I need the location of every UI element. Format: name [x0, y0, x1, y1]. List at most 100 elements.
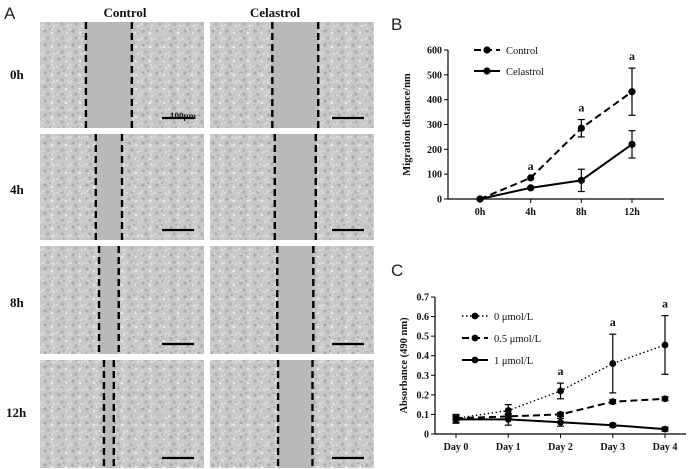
- data-point: [628, 140, 636, 148]
- tile-celastrol-12h: [210, 360, 374, 468]
- data-point: [557, 411, 564, 418]
- legend-marker: [471, 334, 479, 342]
- legend-marker: [471, 356, 479, 364]
- wound-gap-control-4h: [95, 134, 122, 240]
- row-label-0h: 0h: [10, 67, 25, 82]
- y-tick-label: 100: [427, 170, 442, 181]
- x-tick-label: 0h: [475, 207, 486, 218]
- tile-celastrol-8h: [210, 246, 374, 354]
- wound-gap-celastrol-12h: [278, 360, 313, 468]
- data-point: [609, 421, 617, 429]
- y-axis-title: Migration distance/nm: [402, 73, 413, 176]
- significance-label: a: [558, 364, 564, 378]
- x-tick-label: Day 1: [496, 442, 521, 453]
- panel-a-microscopy: A Control Celastrol 0h 4h 8h 12h 100μm: [4, 4, 374, 468]
- data-point: [476, 195, 484, 203]
- data-point: [661, 395, 669, 403]
- microscopy-tiles: [40, 22, 374, 468]
- series-celastrol: [476, 130, 636, 203]
- legend-label: Celastrol: [506, 67, 544, 78]
- series-line: [455, 344, 666, 420]
- data-point: [628, 88, 636, 96]
- series-line: [479, 143, 633, 200]
- tile-texture-control-12h: [40, 360, 204, 468]
- significance-label: a: [528, 159, 534, 173]
- data-point: [577, 124, 585, 132]
- wound-gap-celastrol-0h: [272, 22, 319, 128]
- wound-gap-celastrol-4h: [274, 134, 316, 240]
- data-point: [504, 407, 512, 414]
- tile-control-12h: [40, 360, 204, 468]
- y-tick-label: 600: [427, 46, 442, 57]
- data-point: [452, 415, 460, 423]
- data-point: [527, 174, 535, 182]
- tile-control-0h: [40, 22, 204, 128]
- column-header-control: Control: [103, 5, 146, 20]
- wound-gap-celastrol-8h: [277, 246, 314, 354]
- significance-label: a: [629, 49, 635, 63]
- y-tick-label: 0.6: [417, 312, 430, 323]
- panel-b-label: B: [391, 15, 402, 34]
- series-1-mol-l: [452, 412, 669, 433]
- x-tick-label: Day 4: [653, 442, 678, 453]
- y-tick-label: 0.4: [417, 351, 430, 362]
- wound-gap-control-12h: [103, 360, 114, 468]
- y-tick-label: 0.7: [417, 293, 430, 304]
- tile-control-4h: [40, 134, 204, 240]
- wound-gap-control-0h: [85, 22, 132, 128]
- data-point: [504, 415, 512, 423]
- series-line: [479, 90, 633, 200]
- tile-control-8h: [40, 246, 204, 354]
- row-label-4h: 4h: [10, 182, 25, 197]
- panel-c-label: C: [391, 261, 403, 280]
- x-tick-label: Day 3: [600, 442, 625, 453]
- legend-label: 0.5 μmol/L: [494, 334, 541, 345]
- legend-marker: [483, 67, 491, 75]
- y-tick-label: 300: [427, 120, 442, 131]
- data-point: [661, 341, 669, 349]
- y-tick-label: 0: [424, 430, 429, 441]
- y-tick-label: 0: [437, 195, 442, 206]
- row-label-12h: 12h: [6, 405, 27, 420]
- row-label-8h: 8h: [10, 295, 25, 310]
- tile-texture-control-8h: [40, 246, 204, 354]
- data-point: [661, 425, 669, 433]
- legend-label: 0 μmol/L: [494, 312, 533, 323]
- significance-label: a: [662, 297, 668, 311]
- y-axis-title: Absorbance (490 nm): [399, 317, 410, 414]
- panel-c-absorbance-chart: C 0 0.1 0.2 0.3 0.4 0.5 0.6 0.7 Day 0 Day 1 Day 2 D…: [391, 261, 686, 453]
- x-tick-label: Day 2: [548, 442, 573, 453]
- scale-bar-label: 100μm: [170, 111, 197, 121]
- significance-label: a: [610, 315, 616, 329]
- data-point: [557, 418, 564, 426]
- y-tick-label: 200: [427, 145, 442, 156]
- wound-gap-control-8h: [99, 246, 119, 354]
- data-point: [557, 387, 564, 395]
- y-tick-label: 400: [427, 95, 442, 106]
- legend-label: 1 μmol/L: [494, 356, 533, 367]
- data-point: [609, 398, 617, 406]
- y-tick-label: 0.3: [417, 371, 430, 382]
- tile-celastrol-4h: [210, 134, 374, 240]
- chart-b: 0 100 200 300 400 500 600 0h 4h 8h 12h Migration di…: [402, 46, 664, 218]
- panel-b-migration-chart: B 0 100 200 300 400 500 600 0h 4h 8h 12h Migration …: [391, 15, 664, 218]
- y-tick-label: 500: [427, 70, 442, 81]
- legend-marker: [471, 312, 479, 320]
- column-header-celastrol: Celastrol: [250, 5, 301, 20]
- legend-marker: [483, 46, 491, 54]
- legend-label: Control: [506, 46, 538, 57]
- series-control: [476, 67, 636, 203]
- panel-a-label: A: [4, 4, 16, 23]
- data-point: [527, 184, 535, 192]
- data-point: [577, 176, 585, 184]
- x-tick-label: Day 0: [444, 442, 469, 453]
- y-tick-label: 0.2: [417, 390, 430, 401]
- significance-label: a: [578, 101, 584, 115]
- tile-celastrol-0h: [210, 22, 374, 128]
- x-tick-label: 12h: [624, 207, 640, 218]
- chart-c: 0 0.1 0.2 0.3 0.4 0.5 0.6 0.7 Day 0 Day 1 Day 2 Day…: [399, 293, 686, 453]
- x-tick-label: 4h: [525, 207, 536, 218]
- x-tick-label: 8h: [576, 207, 587, 218]
- y-tick-label: 0.5: [417, 332, 430, 343]
